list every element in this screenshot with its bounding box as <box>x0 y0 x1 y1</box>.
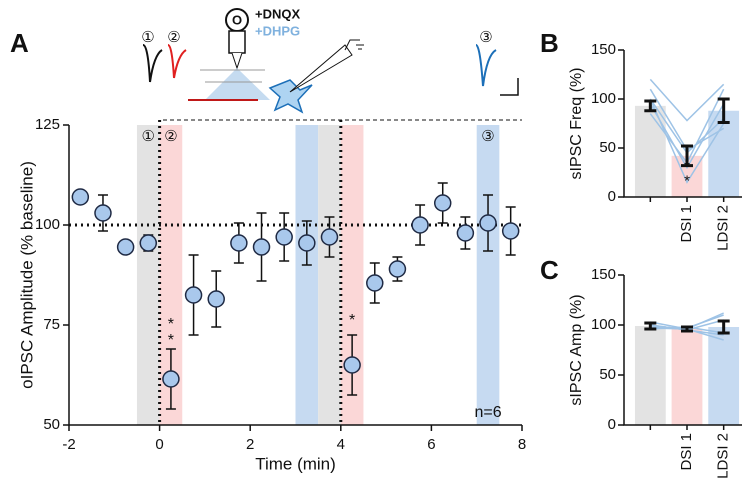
y-tick-label: 100 <box>591 316 616 333</box>
bar <box>671 329 703 425</box>
x-tick-label: DSI 1 <box>678 433 695 471</box>
bar <box>634 105 666 197</box>
trace-marker: ① <box>141 29 154 46</box>
point <box>433 194 452 212</box>
annotation: * <box>168 316 174 333</box>
perfusion <box>228 30 246 54</box>
point <box>411 216 429 234</box>
point <box>252 238 271 256</box>
band <box>295 125 319 425</box>
x-tick-label: 2 <box>246 436 254 453</box>
panel-letter: C <box>540 255 559 285</box>
y-tick-label: 50 <box>599 139 616 156</box>
x-tick-label: LDSI 2 <box>715 205 732 251</box>
error-bar <box>644 99 657 113</box>
error-bar <box>681 325 693 333</box>
point <box>479 214 497 232</box>
point <box>275 228 293 246</box>
pump-icon: O <box>232 12 242 27</box>
x-tick-label: 6 <box>427 436 435 453</box>
annotation: * <box>684 159 690 176</box>
point <box>366 274 384 292</box>
x-tick-label: 0 <box>155 436 163 453</box>
y-tick-label: 50 <box>43 416 60 433</box>
y-axis-label: sIPSC Amp (%) <box>568 294 585 405</box>
perfusion-tip <box>231 52 243 70</box>
point <box>501 222 520 240</box>
trace-marker: ③ <box>479 29 492 46</box>
point <box>320 228 339 246</box>
annotation: * <box>349 312 355 329</box>
y-tick-label: 0 <box>608 188 616 205</box>
cell-line <box>649 78 725 122</box>
puff <box>205 68 270 100</box>
band <box>476 125 500 425</box>
y-tick-label: 100 <box>35 216 60 233</box>
point <box>388 260 407 278</box>
x-tick-label: 4 <box>337 436 345 453</box>
y-tick-label: 125 <box>35 116 60 133</box>
trace-marker: ② <box>167 29 180 46</box>
cell-line <box>649 98 725 184</box>
band-marker: ② <box>164 128 177 145</box>
error-bar <box>717 97 730 125</box>
error-bar <box>717 319 730 335</box>
bar <box>634 326 666 425</box>
ground <box>344 39 364 51</box>
x-tick-label: -2 <box>62 436 75 453</box>
band <box>159 125 183 425</box>
bar <box>708 110 740 197</box>
drug-label: +DNQX <box>255 6 300 21</box>
panel-letter: B <box>540 28 559 58</box>
band-marker: ③ <box>481 128 494 145</box>
x-tick-label: DSI 1 <box>678 205 695 243</box>
point <box>184 286 203 304</box>
band <box>318 125 341 425</box>
y-tick-label: 0 <box>608 416 616 433</box>
y-tick-label: 75 <box>43 316 60 333</box>
annotation: * <box>168 332 174 349</box>
x-axis-label: Time (min) <box>255 454 336 473</box>
pipette <box>289 44 353 93</box>
y-tick-label: 100 <box>591 90 616 107</box>
y-axis-label: sIPSC Freq (%) <box>568 67 585 179</box>
bar <box>708 327 740 425</box>
band <box>340 125 364 425</box>
x-tick-label: LDSI 2 <box>715 433 732 479</box>
point <box>298 234 316 252</box>
y-tick-label: 50 <box>599 366 616 383</box>
x-tick-label: 8 <box>518 436 526 453</box>
drug-label: +DHPG <box>255 23 300 38</box>
point <box>207 290 225 308</box>
trace-3 <box>475 44 497 87</box>
annotation: * <box>684 172 690 189</box>
band <box>136 125 160 425</box>
panel-letter: A <box>10 28 29 58</box>
point <box>94 204 112 222</box>
error-bar <box>644 321 657 331</box>
point <box>139 234 158 252</box>
point <box>230 234 248 252</box>
y-tick-label: 150 <box>591 41 616 58</box>
point <box>116 238 135 256</box>
point <box>162 370 180 388</box>
y-tick-label: 150 <box>591 266 616 283</box>
point <box>71 188 90 206</box>
y-axis-label: oIPSC Amplitude (% baseline) <box>17 161 36 389</box>
error-bar <box>681 144 693 168</box>
scale-bar <box>500 78 519 96</box>
trace-1 <box>142 44 163 83</box>
point <box>343 356 361 374</box>
trace-2 <box>167 44 187 79</box>
band-marker: ① <box>142 128 155 145</box>
schematic: O <box>142 8 522 121</box>
cell <box>268 79 313 114</box>
annotation: n=6 <box>474 404 501 421</box>
point <box>456 224 475 242</box>
